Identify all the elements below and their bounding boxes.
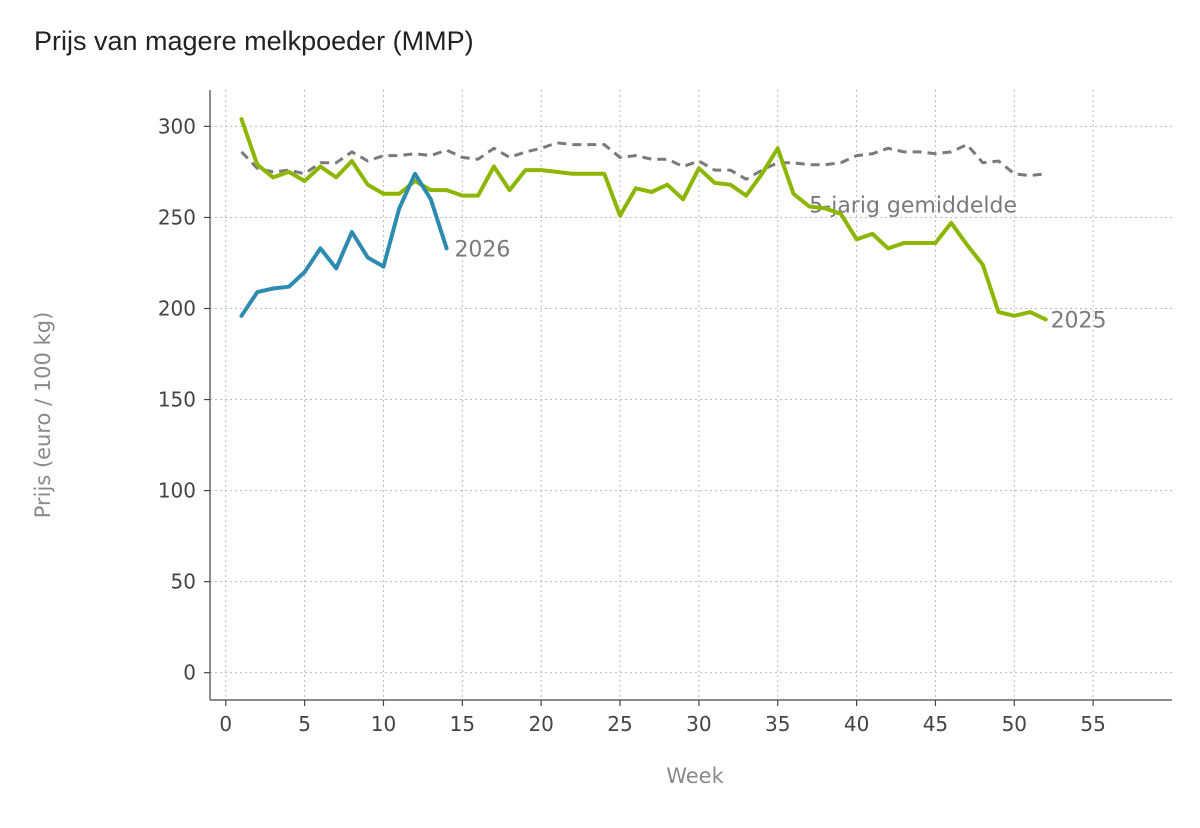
x-axis-title: Week [666,764,724,788]
x-tick-label: 5 [298,712,311,736]
x-tick-label: 10 [371,712,396,736]
x-tick-label: 55 [1080,712,1105,736]
y-tick-label: 100 [158,479,196,503]
x-tick-label: 40 [844,712,869,736]
y-tick-label: 300 [158,114,196,138]
x-tick-label: 20 [528,712,553,736]
series-line-2026 [239,171,449,318]
x-tick-label: 0 [219,712,232,736]
x-tick-label: 25 [607,712,632,736]
series-label: 5-jarig gemiddelde [809,194,1017,219]
x-tick-label: 30 [686,712,711,736]
series-line-5-jarig-gemiddelde [240,141,1046,181]
y-tick-label: 200 [158,297,196,321]
y-tick-label: 50 [171,570,196,594]
chart-title: Prijs van magere melkpoeder (MMP) [34,26,474,56]
y-tick-label: 250 [158,205,196,229]
x-tick-label: 50 [1002,712,1027,736]
y-axis-title: Prijs (euro / 100 kg) [31,312,55,519]
series-label: 2026 [454,237,510,262]
series-line-2025 [239,117,1048,322]
y-tick-label: 150 [158,388,196,412]
y-tick-label: 0 [183,661,196,685]
series-label: 2025 [1051,308,1107,333]
x-tick-label: 35 [765,712,790,736]
x-tick-label: 15 [450,712,475,736]
x-tick-label: 45 [923,712,948,736]
